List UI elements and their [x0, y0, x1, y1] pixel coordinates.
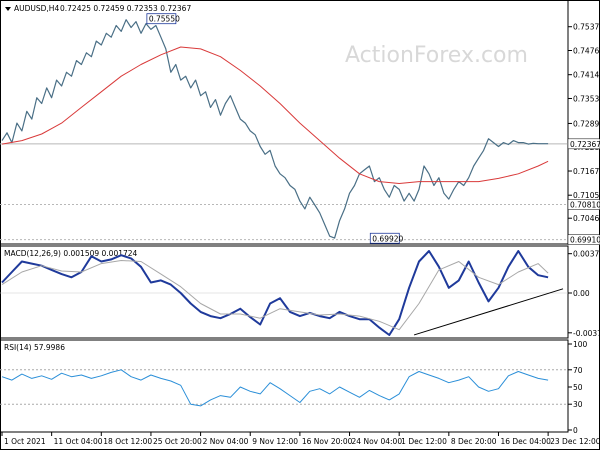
x-tick-label-3: 25 Oct 20:00 [153, 437, 202, 446]
rsi-title: RSI(14) 57.9986 [4, 343, 65, 352]
x-tick-label-11: 23 Dec 12:00 [550, 437, 600, 446]
hline-label-box-1 [567, 199, 600, 210]
rsi-panel-border [0, 339, 569, 433]
price-title-group: AUDUSD,H4 0.72425 0.72459 0.72353 0.7236… [5, 4, 191, 13]
y-tick-label-1-2: -0.003796 [573, 329, 600, 338]
x-tick-label-2: 18 Oct 12:00 [103, 437, 152, 446]
price-panel-border [0, 0, 569, 245]
y-tick-label-1-1: 0.00 [573, 289, 590, 298]
price-annotation-1: 0.69920 [372, 234, 403, 243]
dropdown-arrow-icon[interactable] [5, 7, 11, 11]
macd-line-1 [1, 250, 549, 336]
hline-label-box-2 [567, 234, 600, 245]
hline-label-box-0 [567, 138, 600, 150]
y-tick-label-2-4: 0 [573, 426, 578, 435]
x-tick-label-5: 9 Nov 12:00 [252, 437, 298, 446]
macd-panel-border [0, 245, 569, 339]
x-tick-label-4: 2 Nov 04:00 [203, 437, 249, 446]
chart-marks: 0.704600.710500.716700.722800.728900.735… [0, 13, 600, 446]
ohlc-label: 0.72425 0.72459 0.72353 0.72367 [60, 4, 191, 13]
x-tick-label-0: 1 Oct 2021 [4, 437, 46, 446]
y-tick-label-0-8: 0.75375 [573, 23, 600, 32]
price-panel [0, 0, 569, 245]
y-tick-label-2-3: 30 [573, 400, 583, 409]
price-annotation-box-1 [369, 232, 400, 244]
price-annotation-box-0 [146, 13, 177, 25]
x-tick-label-9: 8 Dec 20:00 [451, 437, 497, 446]
x-tick-label-1: 11 Oct 04:00 [54, 437, 103, 446]
x-tick-label-10: 16 Dec 04:00 [500, 437, 551, 446]
price-line-0 [1, 19, 549, 239]
x-tick-label-6: 16 Nov 20:00 [302, 437, 353, 446]
signal-line-1 [1, 260, 549, 331]
hline-label-0: 0.72367 [570, 140, 600, 149]
hline-label-2: 0.69910 [570, 236, 600, 245]
watermark: ActionForex.com [345, 43, 528, 68]
y-tick-label-2-2: 50 [573, 383, 583, 392]
y-tick-label-1-0: 0.003749 [573, 250, 600, 259]
rsi-panel [0, 339, 569, 433]
macd-trendline [413, 288, 564, 336]
x-tick-label-8: 1 Dec 12:00 [401, 437, 447, 446]
macd-title: MACD(12,26,9) 0.001509 0.001724 [4, 249, 138, 258]
hline-label-1: 0.70810 [570, 201, 600, 210]
macd-panel [0, 245, 569, 339]
y-tick-label-2-0: 100 [573, 340, 588, 349]
price-annotation-0: 0.75550 [149, 15, 180, 24]
rsi-line-2 [1, 369, 549, 407]
y-tick-label-2-1: 70 [573, 366, 583, 375]
moving-average-line-0 [1, 46, 549, 184]
x-tick-label-7: 24 Nov 04:00 [352, 437, 403, 446]
price-title: AUDUSD,H4 [14, 4, 59, 13]
